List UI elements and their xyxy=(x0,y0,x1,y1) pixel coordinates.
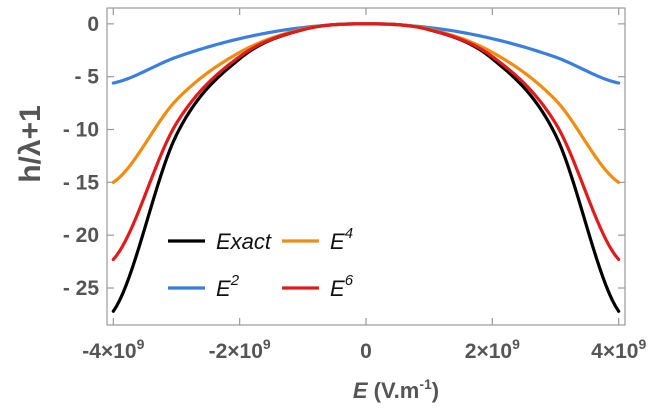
x-tick-mantissa: -2 xyxy=(209,340,228,363)
x-tick-times: ×10 xyxy=(101,340,137,363)
legend-label-base: E xyxy=(216,276,231,301)
x-tick-mantissa: 0 xyxy=(360,340,372,363)
y-tick-label: - 15 xyxy=(63,171,100,194)
legend-label-base: Exact xyxy=(216,229,272,254)
x-axis-label-unit: (V.m xyxy=(368,378,420,403)
series-layer xyxy=(111,22,621,313)
y-tick-label: - 5 xyxy=(74,66,99,89)
series-line-e2 xyxy=(111,22,621,85)
series-line-e6 xyxy=(111,22,621,262)
y-tick-label: - 10 xyxy=(63,119,99,142)
legend-label-exact: Exact xyxy=(216,229,272,254)
x-tick-label: 2×109 xyxy=(465,336,520,363)
y-tick-label: - 25 xyxy=(63,277,100,300)
y-tick-label: - 20 xyxy=(63,224,99,247)
x-tick-times: ×10 xyxy=(227,340,263,363)
legend-label-exponent: 6 xyxy=(345,272,354,289)
legend-label-e6: E6 xyxy=(330,272,354,301)
x-tick-label: -2×109 xyxy=(209,336,271,363)
x-tick-label: 4×109 xyxy=(591,336,646,363)
legend-label-base: E xyxy=(330,276,345,301)
x-tick-exponent: 9 xyxy=(512,336,520,352)
series-line-exact xyxy=(111,22,621,313)
x-axis: -4×109 -2×109 0 2×109 4×109 xyxy=(82,8,646,363)
x-tick-exponent: 9 xyxy=(638,336,646,352)
legend-label-exponent: 2 xyxy=(230,272,240,289)
x-tick-times: ×10 xyxy=(476,340,512,363)
legend-label-exponent: 4 xyxy=(345,225,353,242)
x-axis-label-unit-close: ) xyxy=(432,378,439,403)
x-tick-label: -4×109 xyxy=(82,336,144,363)
x-tick-times: ×10 xyxy=(603,340,639,363)
x-axis-label: E (V.m-1) xyxy=(353,376,439,403)
x-tick-label: 0 xyxy=(360,340,372,363)
x-tick-mantissa: -4 xyxy=(82,340,101,363)
legend-label-base: E xyxy=(330,229,345,254)
y-tick-label: 0 xyxy=(87,13,99,36)
x-axis-label-main: E xyxy=(353,378,369,403)
legend-label-e4: E4 xyxy=(330,225,353,254)
x-tick-exponent: 9 xyxy=(263,336,271,352)
legend-label-e2: E2 xyxy=(216,272,240,301)
x-tick-mantissa: 2 xyxy=(465,340,477,363)
y-axis-label: h/λ+1 xyxy=(14,105,47,183)
x-tick-mantissa: 4 xyxy=(591,340,603,363)
x-tick-exponent: 9 xyxy=(137,336,145,352)
y-axis: 0 - 5 - 10 - 15 - 20 - 25 xyxy=(63,13,625,300)
x-axis-label-unit-exp: -1 xyxy=(419,376,432,392)
